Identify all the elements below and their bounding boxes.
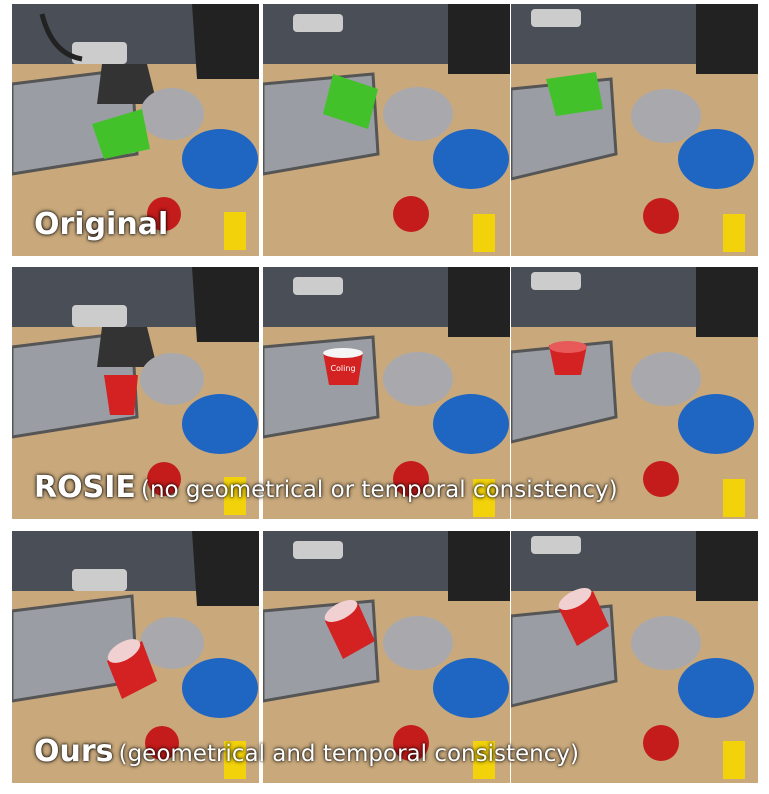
ours-frame-1 <box>12 531 259 783</box>
ours-frame-3 <box>511 531 758 783</box>
original-frame-3 <box>511 4 758 256</box>
rosie-frame-2: Coling <box>263 267 510 519</box>
svg-text:Coling: Coling <box>330 364 355 373</box>
ours-row: Ours (geometrical and temporal consisten… <box>12 531 762 783</box>
original-frame-2 <box>263 4 510 256</box>
rosie-frame-1 <box>12 267 259 519</box>
original-row: Original <box>12 4 762 256</box>
rosie-frame-3 <box>511 267 758 519</box>
rosie-row: Coling ROSIE (no geometrical or temporal… <box>12 267 762 519</box>
original-frame-1 <box>12 4 259 256</box>
ours-frame-2 <box>263 531 510 783</box>
